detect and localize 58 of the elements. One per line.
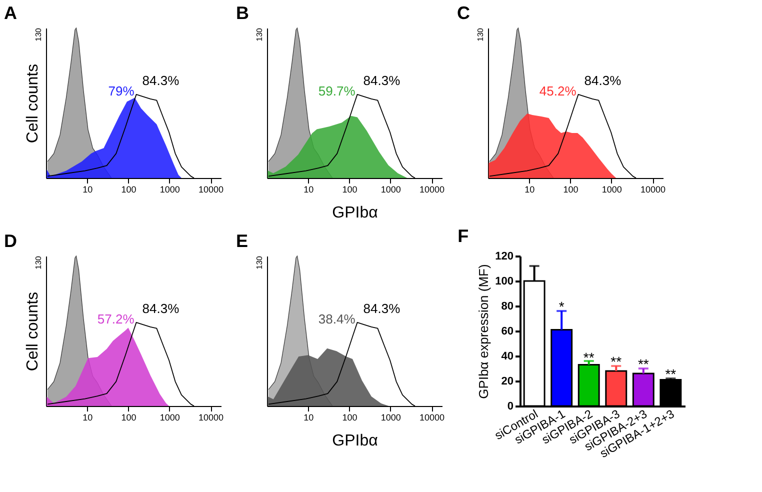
annotation: * [558, 298, 565, 314]
x-tick-label: 1000 [380, 412, 401, 422]
x-tick-label: 1000 [160, 412, 180, 422]
x-tick-label: 10000 [640, 184, 666, 194]
y-tick-label: 60 [501, 326, 514, 338]
y-axis-title: Cell counts [24, 292, 42, 372]
text: 130 [34, 27, 43, 42]
series-label: 57.2% [97, 311, 135, 326]
text: 130 [255, 255, 264, 270]
x-tick-label: 100 [121, 184, 136, 194]
chart-title: A [4, 2, 17, 23]
x-tick-label: 100 [342, 184, 358, 194]
x-axis-title: GPIbα [332, 204, 378, 222]
y-axis-title: Cell counts [24, 64, 42, 144]
series-label: 84.3% [584, 72, 622, 88]
x-tick-label: 1000 [602, 184, 622, 194]
series-label: 84.3% [363, 72, 401, 88]
y-tick-label: 40 [501, 350, 514, 362]
x-axis-title: GPIbα [332, 432, 378, 450]
y-axis-title: GPIbα expression (MF) [476, 264, 492, 399]
x-tick-label: 1000 [160, 184, 180, 194]
chart-title: E [236, 230, 248, 251]
series-label: 84.3% [142, 300, 180, 316]
y-tick-label: 0 [507, 400, 514, 412]
series-label: 45.2% [539, 83, 577, 98]
annotation: ** [665, 366, 677, 382]
x-tick-label: 10000 [198, 184, 224, 194]
text: 130 [34, 255, 43, 270]
series-label: 84.3% [363, 300, 401, 316]
x-tick-label: 1000 [380, 184, 401, 194]
chart-title: B [236, 2, 249, 23]
x-tick-label: 10000 [419, 412, 445, 422]
x-tick-label: 100 [121, 412, 136, 422]
series-label: 38.4% [318, 311, 356, 326]
y-tick-label: 100 [495, 276, 514, 288]
x-tick-label: 10 [82, 412, 93, 422]
y-tick-label: 120 [495, 250, 514, 262]
x-tick-label: 10 [82, 184, 93, 194]
chart-title: D [4, 230, 17, 251]
x-tick-label: 100 [563, 184, 578, 194]
series-label: 79% [108, 83, 135, 98]
annotation: ** [638, 356, 650, 372]
y-tick-label: 80 [501, 300, 514, 312]
chart-title: F [458, 226, 469, 246]
x-tick-label: 100 [342, 412, 358, 422]
y-tick-label: 20 [501, 376, 514, 388]
annotation: ** [610, 353, 622, 370]
text: 130 [255, 27, 264, 42]
x-tick-label: 10 [304, 412, 314, 422]
series-label: 59.7% [318, 83, 356, 98]
text: 130 [476, 27, 485, 42]
series-label: 84.3% [142, 72, 180, 88]
x-tick-label: 10000 [419, 184, 445, 194]
x-tick-label: 10 [304, 184, 314, 194]
annotation: ** [583, 350, 595, 366]
x-tick-label: 10000 [198, 412, 224, 422]
chart-title: C [457, 2, 470, 23]
x-tick-label: 10 [524, 184, 535, 194]
